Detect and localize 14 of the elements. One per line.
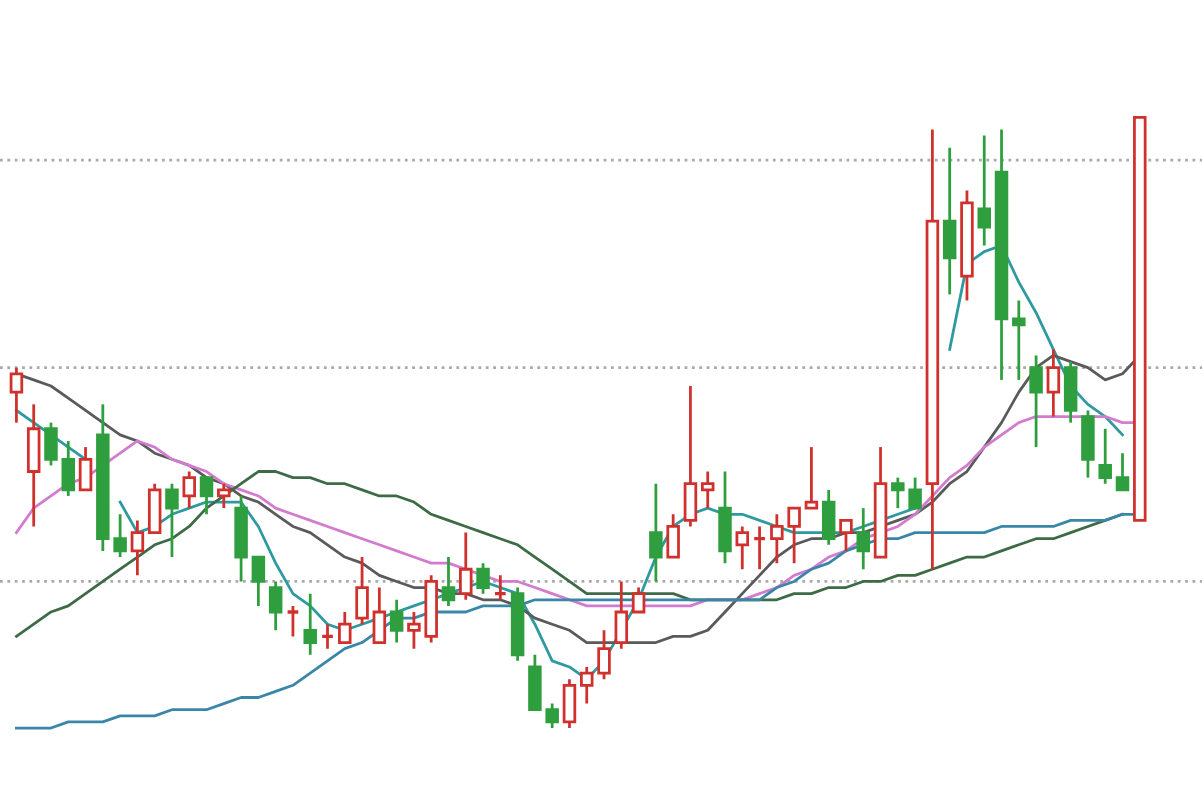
candlestick bbox=[649, 482, 663, 583]
candlestick bbox=[977, 134, 991, 247]
candlestick bbox=[130, 518, 145, 577]
candlestick bbox=[942, 146, 957, 296]
candlestick bbox=[925, 128, 940, 571]
candlestick bbox=[320, 622, 335, 651]
candlestick bbox=[1046, 347, 1061, 418]
candlestick bbox=[856, 506, 871, 571]
candlestick bbox=[389, 598, 404, 644]
candlestick bbox=[303, 592, 317, 657]
candlestick bbox=[1012, 299, 1026, 382]
candlestick bbox=[26, 402, 41, 528]
candlestick bbox=[752, 525, 767, 571]
candlestick bbox=[994, 128, 1009, 382]
